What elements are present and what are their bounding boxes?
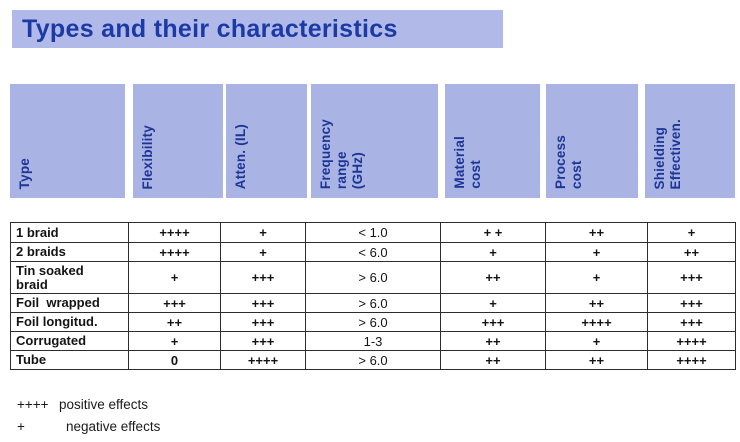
cell-type: Foil wrapped	[10, 293, 129, 313]
cell-shielding: +++	[647, 261, 736, 294]
cell-shielding: ++++	[647, 331, 736, 351]
cell-frequency: < 6.0	[305, 242, 441, 262]
cell-flexibility: ++	[128, 312, 221, 332]
cell-frequency: > 6.0	[305, 293, 441, 313]
cell-frequency: > 6.0	[305, 261, 441, 294]
slide-title: Types and their characteristics	[22, 15, 398, 43]
cell-material-cost: + +	[440, 222, 546, 243]
cell-material-cost: +	[440, 242, 546, 262]
cell-shielding: +++	[647, 293, 736, 313]
header-cell-flexibility: Flexibility	[133, 84, 223, 198]
header-label-type: Type	[17, 157, 32, 189]
cell-material-cost: ++	[440, 261, 546, 294]
table-header-row: Type Flexibility Atten. (IL) Frequency r…	[10, 84, 735, 198]
header-label-attenuation: Atten. (IL)	[233, 123, 248, 189]
cell-type: 2 braids	[10, 242, 129, 262]
cell-process-cost: ++	[545, 222, 648, 243]
cell-material-cost: ++	[440, 350, 546, 370]
cell-attenuation: +++	[220, 331, 306, 351]
cell-flexibility: +	[128, 331, 221, 351]
table-row: 1 braid ++++ + < 1.0 + + ++ +	[10, 222, 736, 243]
slide-title-bar: Types and their characteristics	[12, 10, 503, 48]
cell-flexibility: ++++	[128, 222, 221, 243]
cell-attenuation: ++++	[220, 350, 306, 370]
cell-process-cost: +	[545, 331, 648, 351]
cell-process-cost: ++	[545, 293, 648, 313]
cell-frequency: 1-3	[305, 331, 441, 351]
cell-frequency: > 6.0	[305, 312, 441, 332]
cell-attenuation: +	[220, 242, 306, 262]
header-label-flexibility: Flexibility	[140, 124, 155, 189]
header-label-shielding-effectiveness: Shielding Effectiven.	[652, 118, 683, 189]
cell-attenuation: +++	[220, 293, 306, 313]
cell-attenuation: +++	[220, 261, 306, 294]
legend: ++++ positive effects + negative effects	[17, 393, 160, 437]
legend-positive-symbol: ++++	[17, 396, 49, 412]
header-cell-attenuation: Atten. (IL)	[226, 84, 307, 198]
legend-item: + negative effects	[17, 415, 160, 437]
cell-type: Corrugated	[10, 331, 129, 351]
cell-material-cost: +	[440, 293, 546, 313]
cell-flexibility: ++++	[128, 242, 221, 262]
cell-type: Foil longitud.	[10, 312, 129, 332]
cell-material-cost: +++	[440, 312, 546, 332]
cell-frequency: < 1.0	[305, 222, 441, 243]
cell-shielding: ++++	[647, 350, 736, 370]
table-row: Tube 0 ++++ > 6.0 ++ ++ ++++	[10, 350, 736, 370]
header-label-material-cost: Material cost	[452, 136, 483, 189]
characteristics-table: 1 braid ++++ + < 1.0 + + ++ + 2 braids +…	[10, 222, 736, 370]
cell-flexibility: +	[128, 261, 221, 294]
header-cell-type: Type	[10, 84, 125, 198]
legend-negative-label: negative effects	[66, 418, 161, 434]
cell-type: Tin soaked braid	[10, 261, 129, 294]
cell-flexibility: 0	[128, 350, 221, 370]
cell-material-cost: ++	[440, 331, 546, 351]
table-row: 2 braids ++++ + < 6.0 + + ++	[10, 242, 736, 262]
cell-process-cost: ++	[545, 350, 648, 370]
header-cell-shielding-effectiveness: Shielding Effectiven.	[645, 84, 735, 198]
cell-process-cost: +	[545, 242, 648, 262]
header-label-frequency-range: Frequency range (GHz)	[318, 118, 365, 189]
cell-shielding: ++	[647, 242, 736, 262]
cell-attenuation: +	[220, 222, 306, 243]
header-label-process-cost: Process cost	[553, 135, 584, 189]
legend-negative-symbol: +	[17, 418, 25, 434]
table-row: Corrugated + +++ 1-3 ++ + ++++	[10, 331, 736, 351]
header-cell-process-cost: Process cost	[546, 84, 638, 198]
cell-attenuation: +++	[220, 312, 306, 332]
cell-process-cost: +	[545, 261, 648, 294]
header-cell-material-cost: Material cost	[445, 84, 540, 198]
cell-type: Tube	[10, 350, 129, 370]
legend-positive-label: positive effects	[59, 396, 149, 412]
header-cell-frequency-range: Frequency range (GHz)	[311, 84, 438, 198]
table-row: Tin soaked braid + +++ > 6.0 ++ + +++	[10, 261, 736, 294]
cell-flexibility: +++	[128, 293, 221, 313]
cell-process-cost: ++++	[545, 312, 648, 332]
table-row: Foil longitud. ++ +++ > 6.0 +++ ++++ +++	[10, 312, 736, 332]
cell-frequency: > 6.0	[305, 350, 441, 370]
cell-type: 1 braid	[10, 222, 129, 243]
table-row: Foil wrapped +++ +++ > 6.0 + ++ +++	[10, 293, 736, 313]
cell-shielding: +	[647, 222, 736, 243]
cell-shielding: +++	[647, 312, 736, 332]
legend-item: ++++ positive effects	[17, 393, 160, 415]
